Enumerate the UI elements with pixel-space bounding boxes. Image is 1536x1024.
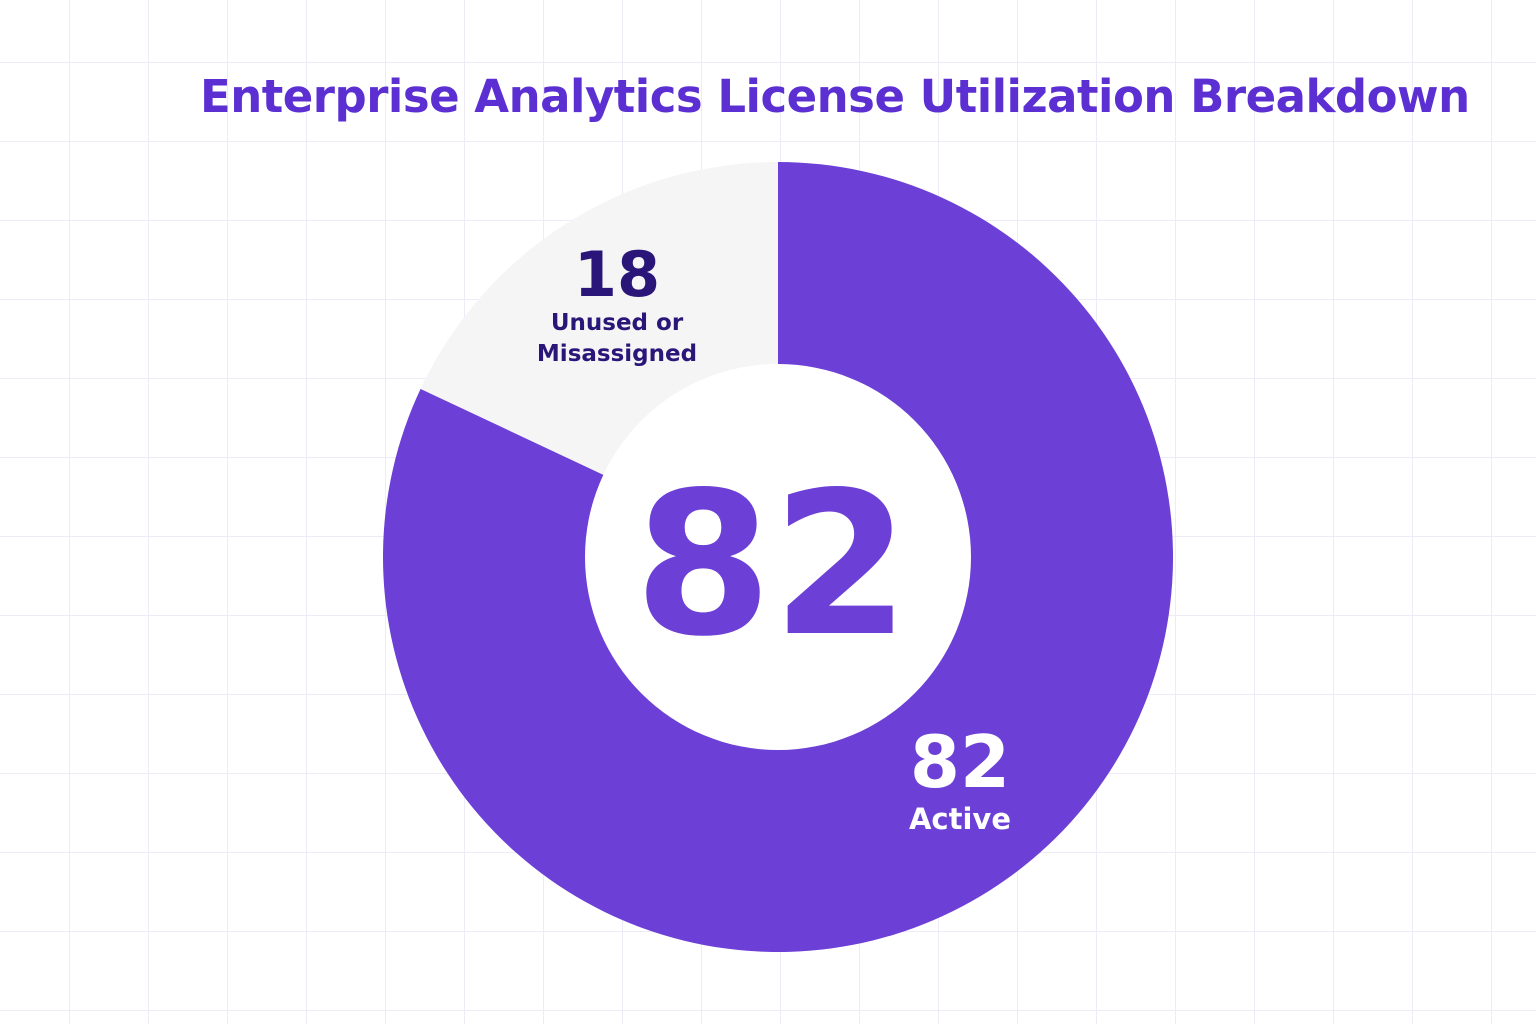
donut-hole (585, 364, 971, 750)
chart-title: Enterprise Analytics License Utilization… (200, 70, 1470, 123)
slice-label-unused-or-misassigned: Unused or Misassigned (537, 310, 697, 367)
slice-value-unused-or-misassigned: 18 (574, 238, 660, 311)
slice-label-active: Active (909, 802, 1011, 836)
slice-value-active: 82 (910, 720, 1010, 804)
center-value: 82 (634, 449, 910, 680)
